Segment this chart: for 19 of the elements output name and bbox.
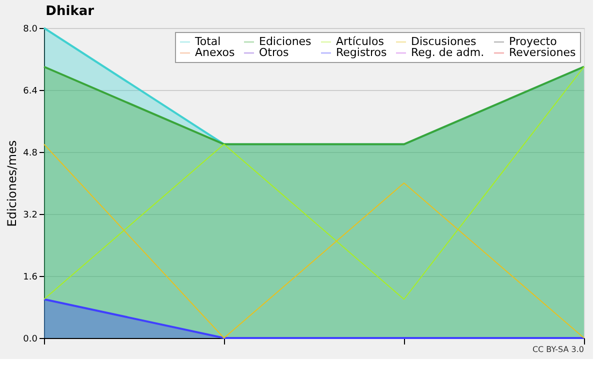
- y-tick-label: 0.0: [23, 334, 38, 344]
- chart-title: Dhikar: [46, 4, 95, 19]
- y-axis-title: Ediciones/mes: [5, 140, 20, 227]
- legend-label: Discusiones: [411, 35, 477, 48]
- y-tick-label: 4.8: [23, 148, 38, 158]
- y-tick-label: 1.6: [23, 272, 38, 282]
- y-tick-label: 3.2: [23, 210, 38, 220]
- legend-label: Reg. de adm.: [411, 46, 484, 59]
- y-tick-label: 6.4: [23, 86, 38, 96]
- legend-label: Artículos: [336, 35, 384, 48]
- legend-label: Proyecto: [509, 35, 558, 48]
- legend-label: Ediciones: [259, 35, 312, 48]
- legend-label: Total: [194, 35, 221, 48]
- legend-label: Otros: [259, 46, 289, 59]
- legend-label: Registros: [336, 46, 388, 59]
- y-tick-label: 8.0: [23, 24, 38, 34]
- legend-label: Anexos: [195, 46, 235, 59]
- text: CC BY-SA 3.0: [532, 345, 584, 354]
- legend-label: Reversiones: [509, 46, 576, 59]
